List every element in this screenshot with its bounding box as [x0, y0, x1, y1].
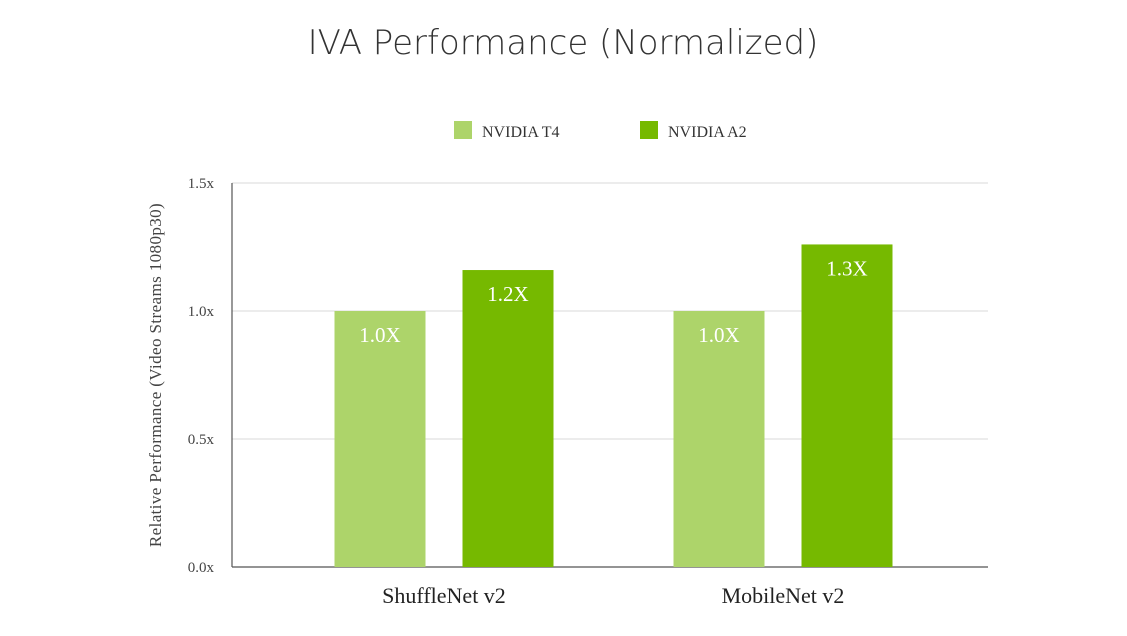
y-tick-label: 0.0x	[188, 560, 215, 576]
bar-nvidia-t4	[673, 311, 765, 567]
y-tick-label: 0.5x	[188, 432, 215, 448]
x-tick-label: ShuffleNet v2	[382, 583, 506, 608]
legend: NVIDIA T4 NVIDIA A2	[454, 121, 747, 141]
bar-data-label: 1.3X	[826, 256, 867, 280]
x-axis: ShuffleNet v2 MobileNet v2	[382, 583, 844, 608]
bars	[334, 244, 893, 567]
legend-label: NVIDIA T4	[482, 124, 559, 141]
x-tick-label: MobileNet v2	[722, 583, 845, 608]
bar-nvidia-t4	[334, 311, 426, 567]
chart-title: IVA Performance (Normalized)	[308, 23, 819, 63]
y-tick-label: 1.5x	[188, 176, 215, 192]
legend-label: NVIDIA A2	[668, 124, 747, 141]
legend-swatch	[640, 121, 658, 139]
bar-data-label: 1.2X	[487, 282, 528, 306]
bar-nvidia-a2	[462, 270, 554, 567]
y-tick-label: 1.0x	[188, 304, 215, 320]
y-axis: 0.0x 0.5x 1.0x 1.5x	[188, 176, 233, 576]
bar-nvidia-a2	[801, 244, 893, 567]
bar-data-labels: 1.0X 1.2X 1.0X 1.3X	[359, 256, 867, 347]
y-axis-label: Relative Performance (Video Streams 1080…	[146, 203, 165, 547]
bar-data-label: 1.0X	[698, 323, 739, 347]
legend-swatch	[454, 121, 472, 139]
bar-data-label: 1.0X	[359, 323, 400, 347]
